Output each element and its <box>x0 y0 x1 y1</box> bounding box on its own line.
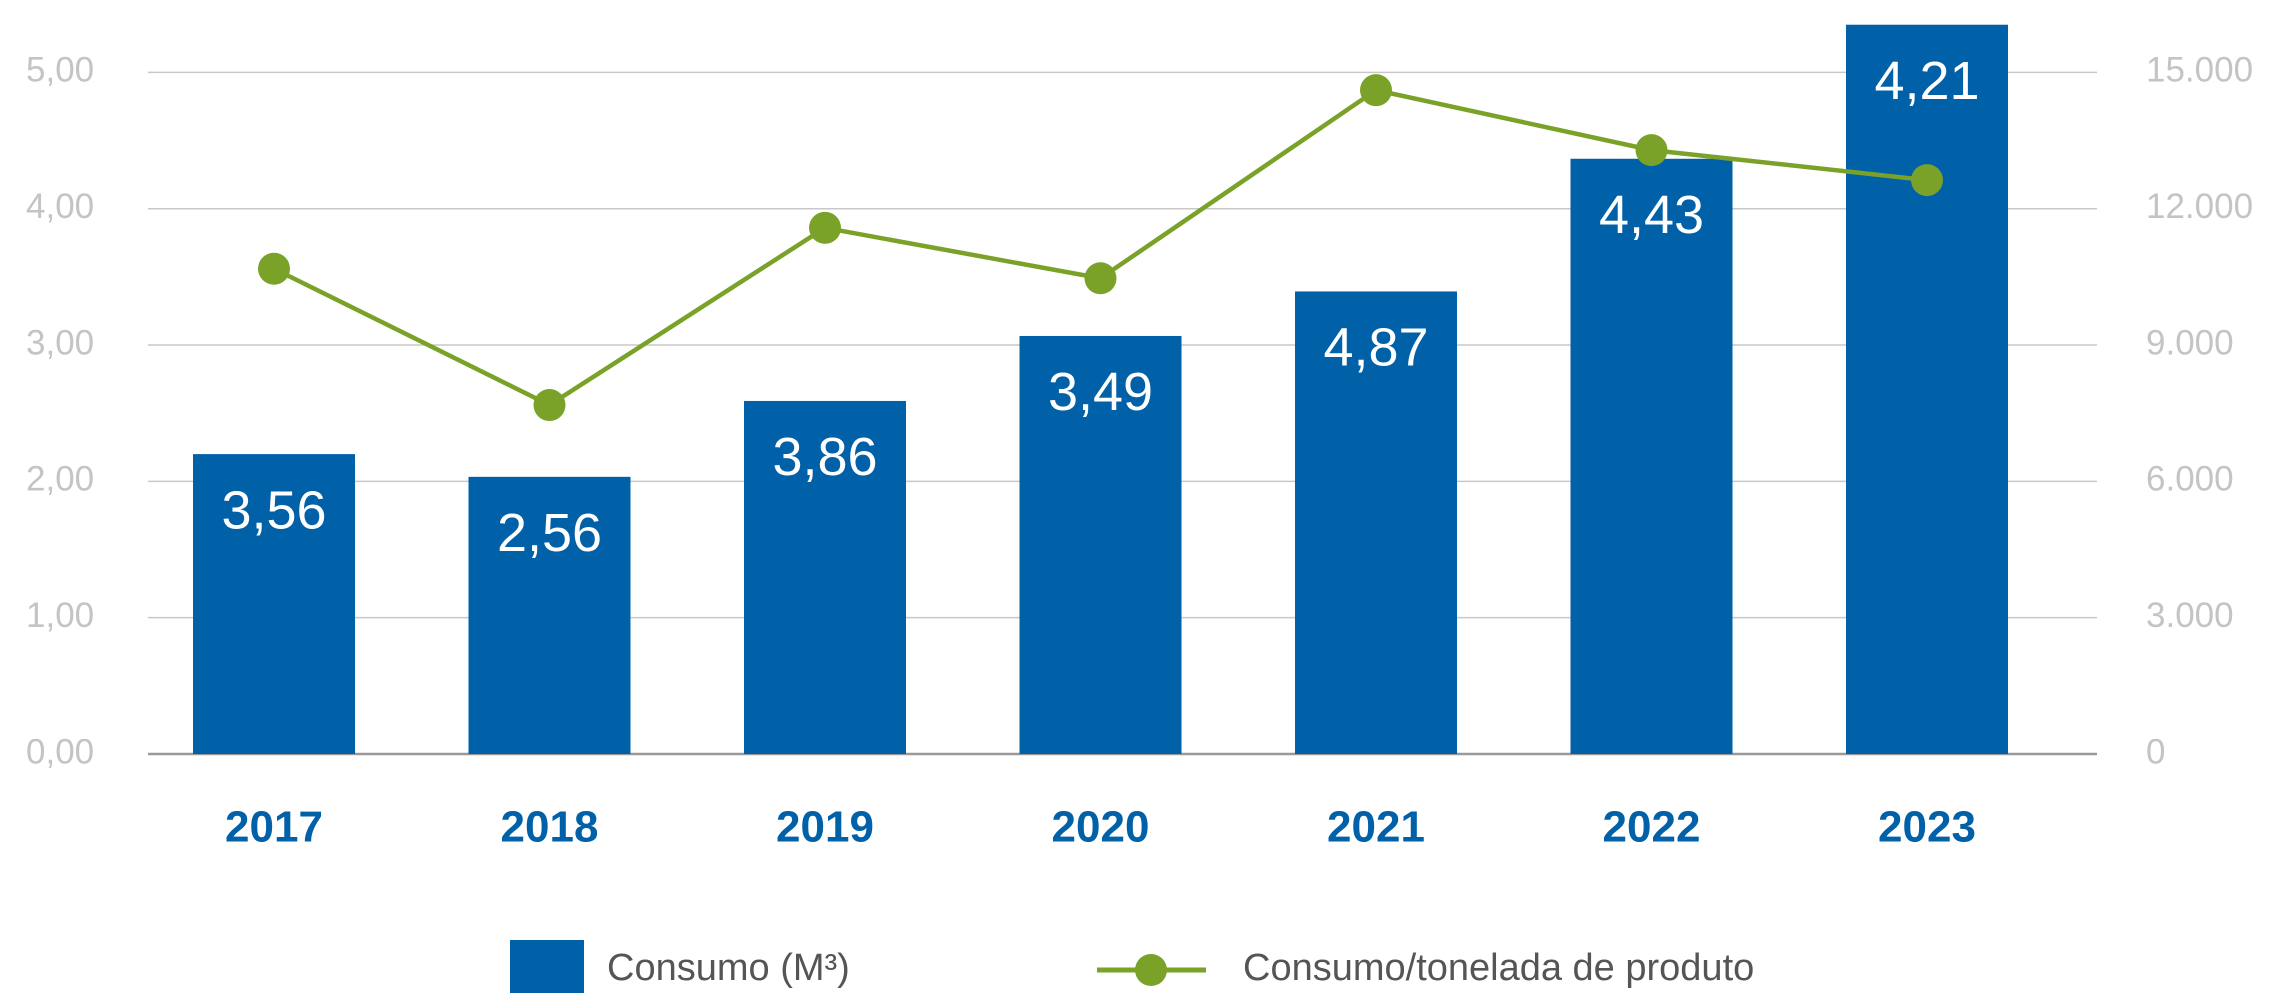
bar <box>1846 24 2008 754</box>
line-point <box>258 252 290 285</box>
bar-label: 4,87 <box>1323 318 1428 378</box>
line-point <box>1084 262 1117 295</box>
y-tick-label: 1,00 <box>26 596 94 635</box>
bar <box>744 400 906 754</box>
bar <box>193 454 355 754</box>
y-tick-label: 2,00 <box>26 460 94 499</box>
x-tick-label: 2020 <box>1052 803 1150 852</box>
bar-label: 3,86 <box>772 427 877 487</box>
bar-label: 4,43 <box>1599 185 1704 245</box>
legend-marker <box>1135 954 1167 986</box>
x-tick-label: 2017 <box>225 803 323 852</box>
y2-tick-label: 3.000 <box>2146 596 2234 635</box>
bar <box>1570 158 1733 755</box>
legend-label: Consumo/tonelada de produto <box>1243 947 1754 989</box>
y-tick-label: 4,00 <box>26 187 94 226</box>
line-point <box>533 389 566 422</box>
legend-label: Consumo (M³) <box>607 947 850 989</box>
bar <box>1019 335 1182 754</box>
line-point <box>1360 74 1392 107</box>
y2-tick-label: 9.000 <box>2146 323 2234 362</box>
bar-label: 2,56 <box>497 503 602 563</box>
x-tick-label: 2023 <box>1878 803 1976 852</box>
bar-label: 3,56 <box>221 480 326 540</box>
y-tick-label: 3,00 <box>26 323 94 362</box>
x-tick-label: 2022 <box>1603 803 1701 852</box>
x-tick-label: 2021 <box>1327 803 1425 852</box>
y2-tick-label: 6.000 <box>2146 460 2234 499</box>
bar <box>468 476 631 754</box>
bar <box>1295 291 1457 754</box>
bar-label: 3,49 <box>1048 362 1153 422</box>
y2-tick-label: 0 <box>2146 732 2165 771</box>
bar-label: 4,21 <box>1874 51 1979 111</box>
line-point <box>809 211 841 244</box>
y2-tick-label: 15.000 <box>2146 51 2253 90</box>
y-tick-label: 0,00 <box>26 732 94 771</box>
x-tick-label: 2019 <box>776 803 874 852</box>
line-point <box>1635 134 1668 167</box>
legend-swatch <box>510 940 584 993</box>
y-tick-label: 5,00 <box>26 51 94 90</box>
x-tick-label: 2018 <box>501 803 599 852</box>
line-point <box>1911 164 1943 197</box>
y2-tick-label: 12.000 <box>2146 187 2253 226</box>
